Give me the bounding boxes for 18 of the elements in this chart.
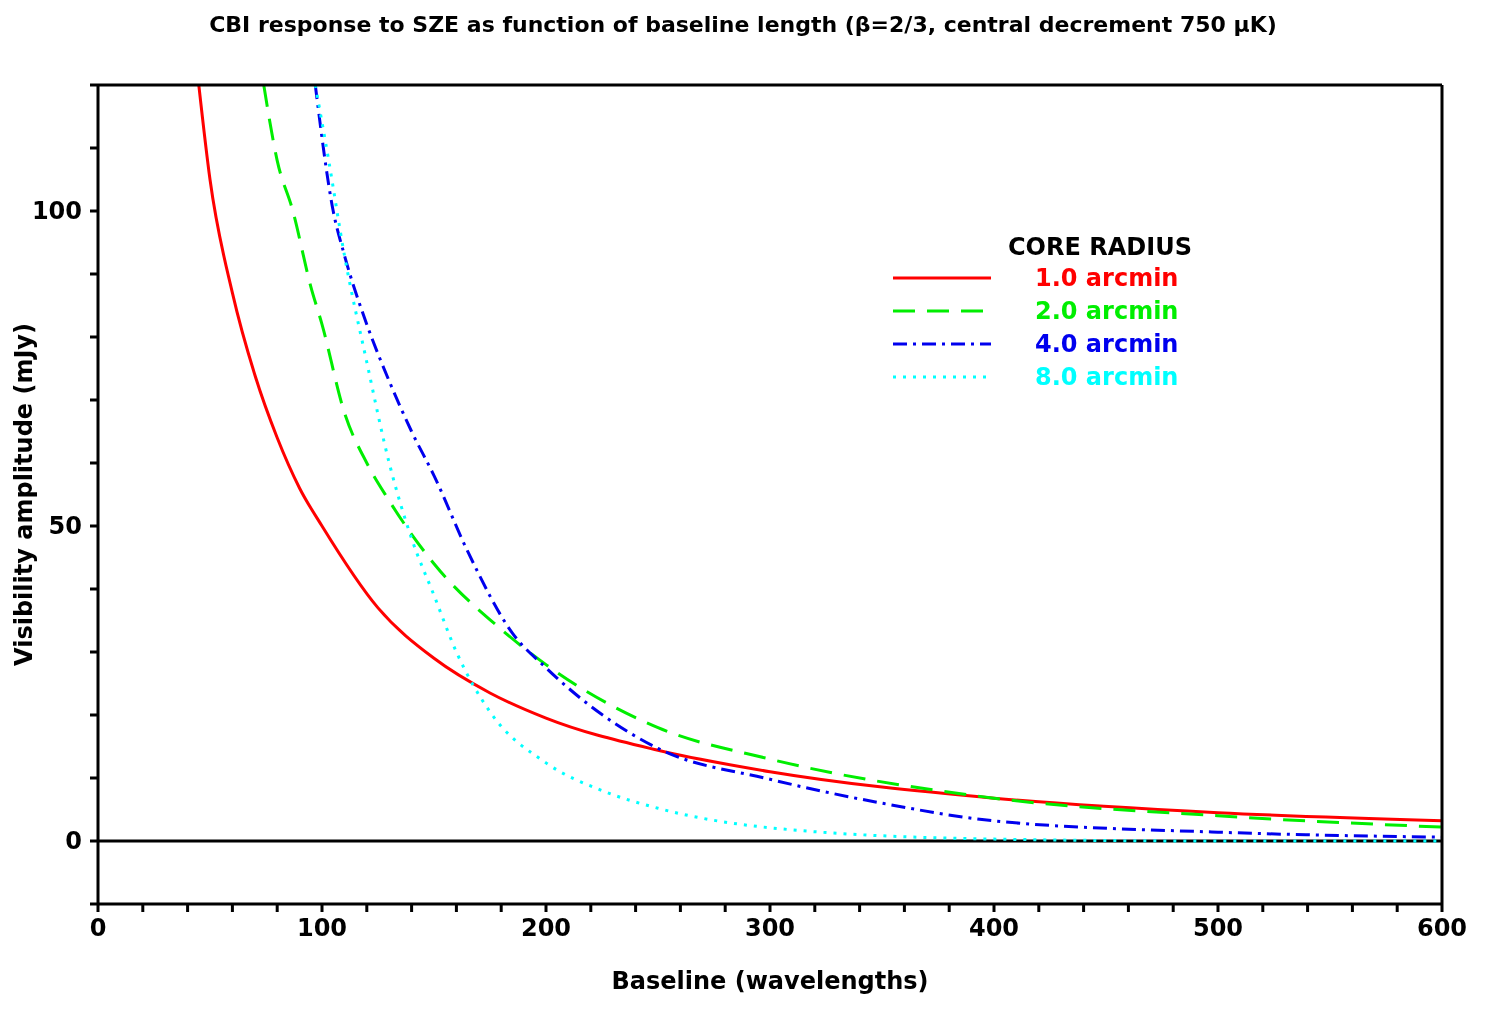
legend-label: 2.0 arcmin bbox=[1035, 296, 1179, 325]
legend-label: 4.0 arcmin bbox=[1035, 329, 1179, 358]
x-tick-label: 100 bbox=[296, 914, 348, 942]
y-tick-label: 50 bbox=[48, 512, 82, 540]
y-tick-label: 100 bbox=[31, 197, 82, 225]
legend-title: CORE RADIUS bbox=[1008, 233, 1193, 261]
x-tick-label: 200 bbox=[520, 914, 572, 942]
y-tick-label: 0 bbox=[65, 827, 82, 855]
x-tick-label: 0 bbox=[89, 914, 107, 942]
x-tick-label: 600 bbox=[1416, 914, 1468, 942]
chart-title: CBI response to SZE as function of baseline length (β=2/3, central decrement 750 μK) bbox=[208, 11, 1278, 39]
x-tick-label: 500 bbox=[1192, 914, 1244, 942]
legend-label: 8.0 arcmin bbox=[1035, 362, 1179, 391]
legend-label: 1.0 arcmin bbox=[1035, 263, 1179, 292]
x-axis-title: Baseline (wavelengths) bbox=[611, 967, 929, 995]
x-tick-label: 300 bbox=[744, 914, 796, 942]
y-axis-title: Visibility amplitude (mJy) bbox=[9, 323, 38, 666]
x-tick-label: 400 bbox=[968, 914, 1020, 942]
